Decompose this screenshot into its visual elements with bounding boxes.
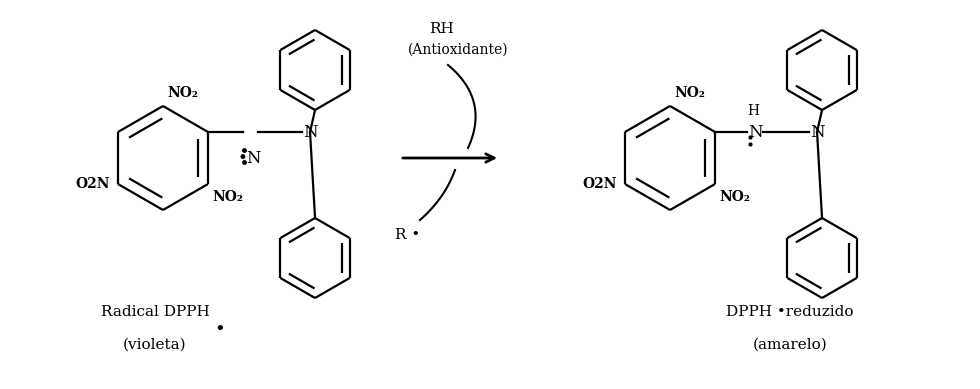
Text: H: H bbox=[747, 104, 760, 118]
Text: DPPH •reduzido: DPPH •reduzido bbox=[726, 305, 854, 319]
Text: NO₂: NO₂ bbox=[719, 190, 750, 204]
Text: R •: R • bbox=[395, 228, 420, 242]
Text: •: • bbox=[215, 320, 225, 338]
Text: (amarelo): (amarelo) bbox=[753, 338, 827, 352]
Text: •N: •N bbox=[238, 149, 263, 166]
Text: N: N bbox=[809, 123, 824, 140]
Text: NO₂: NO₂ bbox=[212, 190, 243, 204]
Text: N: N bbox=[303, 123, 318, 140]
Text: (violeta): (violeta) bbox=[123, 338, 187, 352]
Text: O2N: O2N bbox=[582, 177, 617, 191]
Text: N: N bbox=[748, 123, 762, 140]
Text: (Antioxidante): (Antioxidante) bbox=[408, 43, 509, 57]
Text: NO₂: NO₂ bbox=[674, 86, 705, 100]
Text: NO₂: NO₂ bbox=[167, 86, 198, 100]
Text: RH: RH bbox=[429, 22, 455, 36]
Text: Radical DPPH: Radical DPPH bbox=[101, 305, 210, 319]
Text: O2N: O2N bbox=[75, 177, 110, 191]
